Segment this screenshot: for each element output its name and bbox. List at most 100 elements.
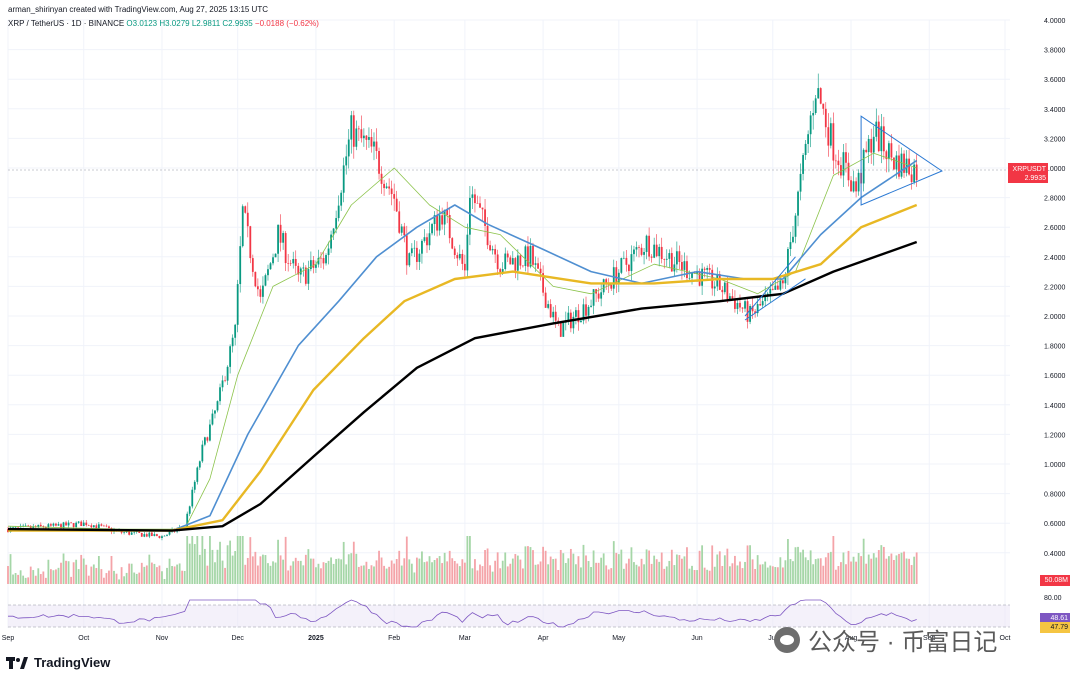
volume-bar xyxy=(32,570,35,584)
candle-body xyxy=(209,424,211,441)
volume-bar xyxy=(145,565,148,584)
time-tick-label: May xyxy=(612,635,626,642)
volume-bar xyxy=(72,562,75,584)
volume-bar xyxy=(809,550,812,584)
candle-body xyxy=(216,401,219,411)
volume-bar xyxy=(822,565,825,584)
candle-body xyxy=(453,248,456,256)
volume-bar xyxy=(582,544,585,584)
volume-bar xyxy=(799,552,802,584)
volume-bar xyxy=(650,563,653,584)
candle-body xyxy=(628,264,630,272)
candle-body xyxy=(97,524,100,529)
candle-body xyxy=(486,225,489,246)
volume-bar xyxy=(277,539,279,584)
volume-bar xyxy=(158,565,161,584)
candle-body xyxy=(506,253,509,258)
candle-body xyxy=(829,123,832,146)
candle-body xyxy=(236,284,239,325)
candle-body xyxy=(370,137,373,147)
candle-body xyxy=(307,269,310,284)
candle-body xyxy=(915,164,918,181)
close-value: C2.9935 xyxy=(222,19,253,28)
candle-body xyxy=(802,154,804,174)
volume-bar xyxy=(643,564,645,584)
volume-bar xyxy=(559,549,562,584)
volume-bar xyxy=(514,554,517,584)
candle-body xyxy=(615,267,618,285)
candle-body xyxy=(827,127,830,146)
volume-bar xyxy=(519,559,522,584)
candle-body xyxy=(784,275,787,284)
volume-bar xyxy=(373,566,375,584)
volume-bar xyxy=(617,554,620,584)
candle-body xyxy=(855,181,857,192)
tradingview-logo[interactable]: TradingView xyxy=(6,655,110,670)
candle-body xyxy=(441,215,444,225)
volume-bar xyxy=(862,538,865,584)
time-tick-label: Mar xyxy=(459,635,472,642)
candle-body xyxy=(274,253,277,258)
volume-bar xyxy=(236,536,239,584)
candle-body xyxy=(100,524,103,526)
volume-bar xyxy=(549,556,552,584)
volume-bar xyxy=(299,560,302,584)
volume-bar xyxy=(840,562,842,584)
volume-bar xyxy=(138,572,141,584)
price-tick-label: 1.2000 xyxy=(1044,432,1066,439)
candle-body xyxy=(736,302,739,309)
volume-bar xyxy=(44,577,47,584)
volume-bar xyxy=(320,568,322,584)
candle-body xyxy=(706,268,709,270)
candle-body xyxy=(130,532,133,535)
volume-bar xyxy=(774,567,777,584)
symbol-legend[interactable]: XRP / TetherUS · 1D · BINANCE O3.0123 H3… xyxy=(8,19,319,28)
candle-body xyxy=(304,267,307,284)
volume-bar xyxy=(87,575,90,584)
volume-bar xyxy=(335,558,338,584)
time-axis[interactable]: Sep Oct Nov Dec 2025 Feb Mar Apr May Jun Jul Aug Sep… xyxy=(2,635,1011,642)
candle-body xyxy=(686,261,688,279)
candle-body xyxy=(375,141,378,151)
candle-body xyxy=(665,258,668,260)
candle-body xyxy=(355,128,358,147)
candle-body xyxy=(108,526,110,528)
volume-bar xyxy=(246,557,249,584)
candle-body xyxy=(262,285,264,297)
candle-body xyxy=(62,522,65,529)
volume-bar xyxy=(638,566,640,584)
candle-body xyxy=(516,255,519,271)
volume-bar xyxy=(123,576,126,584)
volume-bar xyxy=(817,558,820,584)
volume-bar xyxy=(415,557,418,584)
candle-body xyxy=(650,256,653,258)
candle-body xyxy=(847,162,850,181)
volume-bar xyxy=(176,564,179,584)
symbol-name[interactable]: XRP / TetherUS · 1D · BINANCE xyxy=(8,19,125,28)
volume-bar xyxy=(62,553,65,584)
candle-body xyxy=(330,234,332,249)
volume-bar xyxy=(504,552,507,584)
candle-body xyxy=(542,273,544,293)
price-axis[interactable]: 4.0000 3.8000 3.6000 3.4000 3.2000 3.0000 2.80… xyxy=(1044,18,1066,558)
volume-bar xyxy=(797,546,799,584)
candle-body xyxy=(345,156,348,166)
candle-body xyxy=(229,346,232,367)
volume-bar xyxy=(640,558,643,584)
volume-bar xyxy=(784,560,787,584)
volume-bar xyxy=(274,562,277,584)
volume-bar xyxy=(834,569,837,584)
volume-bar xyxy=(819,558,822,584)
candle-body xyxy=(72,523,75,528)
volume-bar xyxy=(360,565,363,584)
candle-body xyxy=(527,246,529,267)
brand-name: TradingView xyxy=(34,655,111,670)
volume-bar xyxy=(754,568,757,584)
candle-body xyxy=(834,160,837,162)
candle-body xyxy=(125,531,128,533)
volume-bar xyxy=(761,564,764,584)
candle-body xyxy=(436,215,438,231)
volume-bar xyxy=(557,569,560,584)
candle-body xyxy=(524,246,527,267)
